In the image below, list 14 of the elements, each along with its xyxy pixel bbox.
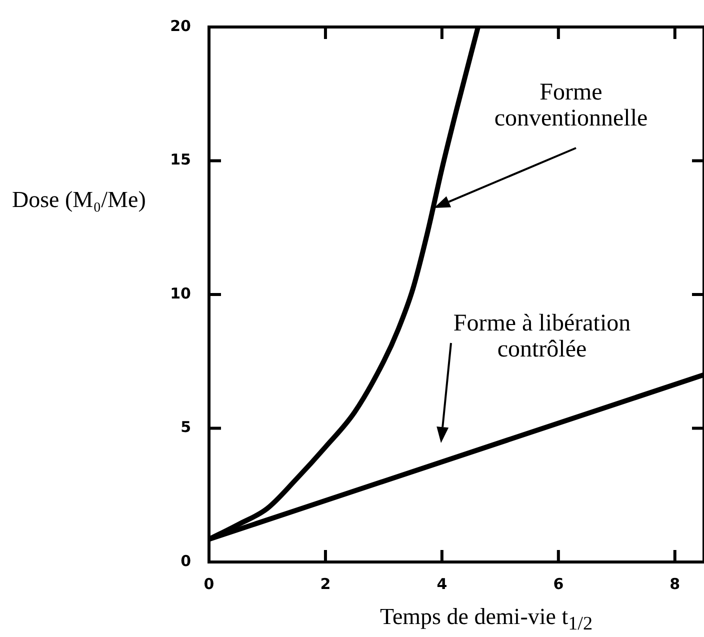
x-axis-title: Temps de demi-vie t$_{1/2}$ bbox=[380, 604, 593, 636]
y-tick-label: 15 bbox=[170, 150, 191, 169]
x-tick-label: 8 bbox=[670, 574, 680, 593]
annotation: Forme à libération contrôlée bbox=[453, 310, 631, 364]
x-tick-label: 4 bbox=[436, 574, 448, 593]
y-tick-label: 10 bbox=[170, 284, 191, 302]
y-axis-title: Dose (M₀/Me) bbox=[12, 187, 146, 213]
y-tick-label: 0 bbox=[180, 552, 191, 570]
annotation: Forme conventionnelle bbox=[494, 80, 648, 132]
y-tick-label: 5 bbox=[180, 418, 191, 436]
x-tick-label: 2 bbox=[320, 574, 331, 593]
x-tick-label: 0 bbox=[204, 574, 214, 593]
x-tick-label: 6 bbox=[553, 574, 564, 593]
y-tick-label: 20 bbox=[170, 16, 191, 35]
